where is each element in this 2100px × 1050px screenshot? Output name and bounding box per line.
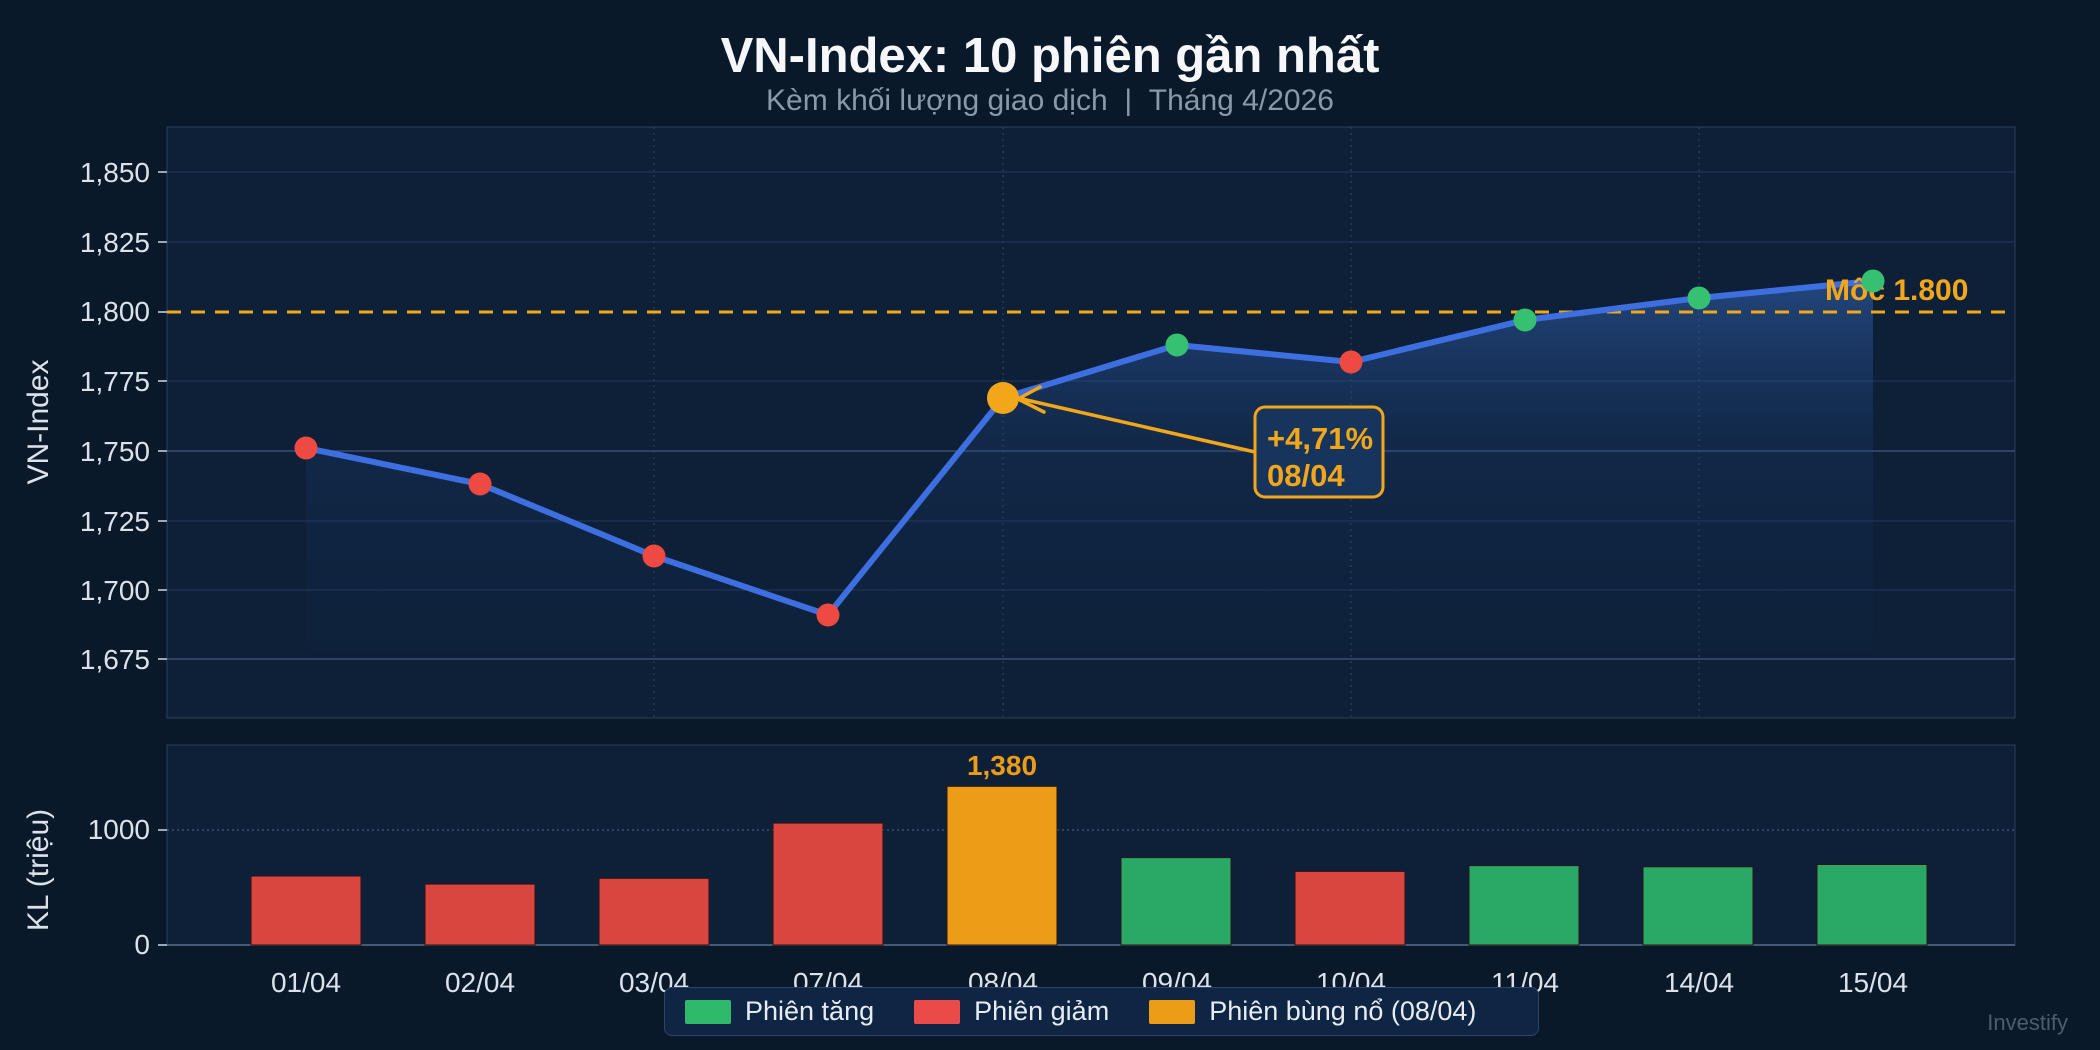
svg-text:01/04: 01/04: [271, 967, 341, 998]
svg-text:KL (triệu): KL (triệu): [22, 809, 55, 931]
svg-text:+4,71%: +4,71%: [1267, 421, 1373, 456]
svg-text:VN-Index: VN-Index: [22, 359, 55, 484]
svg-text:1,775: 1,775: [80, 366, 150, 397]
svg-text:1,675: 1,675: [80, 644, 150, 675]
svg-text:1,380: 1,380: [967, 750, 1037, 781]
svg-text:0: 0: [134, 929, 150, 960]
svg-text:08/04: 08/04: [1267, 458, 1345, 493]
svg-text:14/04: 14/04: [1664, 967, 1734, 998]
svg-text:1,825: 1,825: [80, 227, 150, 258]
svg-text:02/04: 02/04: [445, 967, 515, 998]
svg-text:1000: 1000: [88, 814, 150, 845]
svg-text:1,850: 1,850: [80, 157, 150, 188]
svg-text:1,750: 1,750: [80, 436, 150, 467]
svg-text:1,725: 1,725: [80, 506, 150, 537]
svg-text:1,800: 1,800: [80, 296, 150, 327]
svg-text:1,700: 1,700: [80, 575, 150, 606]
svg-text:15/04: 15/04: [1838, 967, 1908, 998]
svg-text:Mốc 1.800: Mốc 1.800: [1825, 274, 1968, 307]
